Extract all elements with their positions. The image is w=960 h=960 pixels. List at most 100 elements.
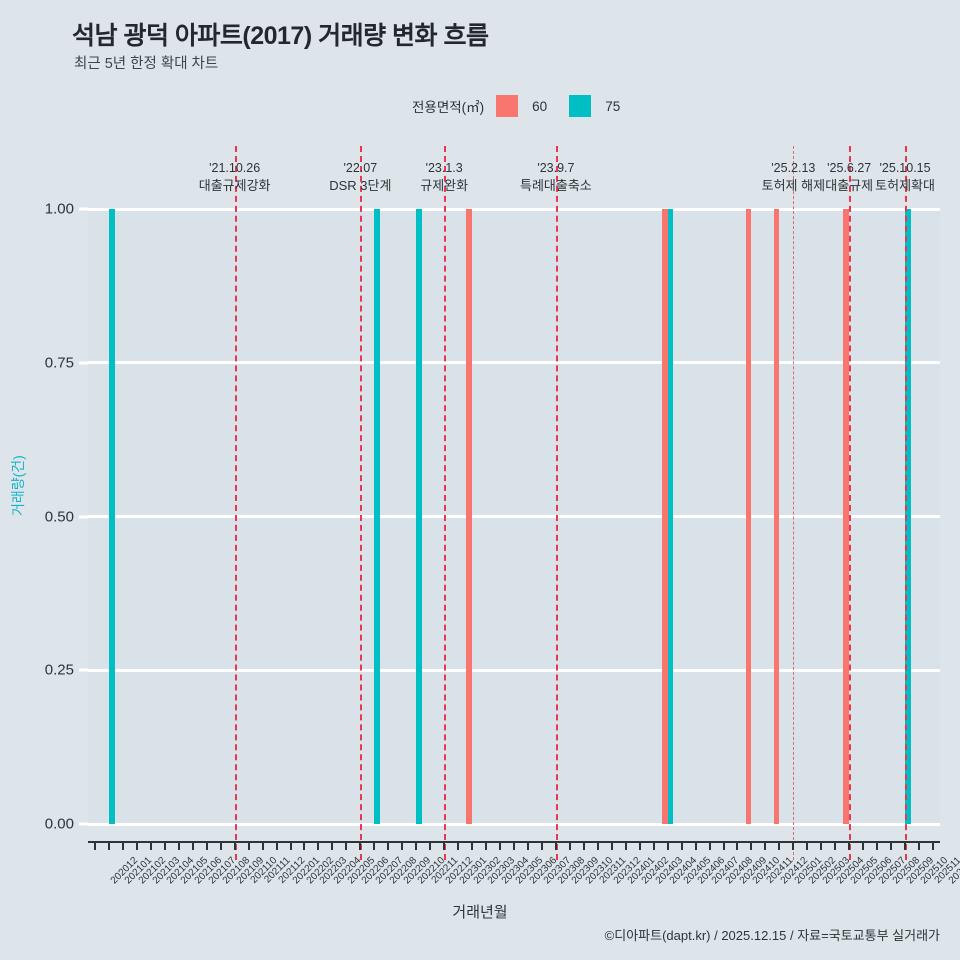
x-tick: [932, 841, 935, 850]
annotation-line-202110: [234, 146, 237, 860]
bar-75-202405[interactable]: [667, 209, 674, 824]
x-tick: [163, 841, 166, 850]
x-tick: [848, 841, 851, 850]
annotation-line-202309: [555, 146, 558, 860]
legend-swatch-60: [496, 95, 519, 117]
chart-subtitle: 최근 5년 한정 확대 차트: [74, 56, 219, 72]
gridline: [88, 361, 940, 365]
legend-label-60: 60: [532, 98, 548, 114]
x-tick: [205, 841, 208, 850]
legend-item-60[interactable]: 60: [496, 95, 547, 117]
annotation-line-202510: [905, 146, 908, 860]
annotation-202506: '25.6.27 대출규제: [825, 159, 873, 196]
bar-75-202211[interactable]: [416, 209, 423, 824]
x-tick: [568, 841, 571, 850]
x-tick: [93, 841, 96, 850]
x-tick: [862, 841, 865, 850]
bar-60-202405[interactable]: [661, 209, 668, 824]
annotation-line-202502: [793, 146, 795, 860]
annotation-202301: '23.1.3 규제완화: [420, 159, 468, 196]
annotation-date: '25.10.15: [879, 161, 931, 175]
x-tick: [596, 841, 599, 850]
y-tick-label: 0.75: [44, 354, 74, 372]
x-tick: [429, 841, 432, 850]
annotation-text: 대출규제: [825, 178, 874, 194]
x-tick: [261, 841, 264, 850]
bar-60-202411[interactable]: [745, 209, 752, 824]
x-tick: [890, 841, 893, 850]
x-tick: [303, 841, 306, 850]
page-title: 석남 광덕 아파트(2017) 거래량 변화 흐름: [72, 22, 489, 50]
x-tick: [624, 841, 627, 850]
x-tick: [750, 841, 753, 850]
x-tick: [149, 841, 152, 850]
x-tick: [121, 841, 124, 850]
x-tick: [513, 841, 515, 850]
annotation-line-202207: [360, 146, 363, 860]
bar-60-202506[interactable]: [843, 209, 850, 824]
annotation-202110: '21.10.26 대출규제강화: [199, 159, 271, 196]
x-tick: [485, 841, 488, 850]
x-tick: [540, 841, 543, 850]
x-tick: [736, 841, 739, 850]
footer-credit: ©디아파트(dapt.kr) / 2025.12.15 / 자료=국토교통부 실…: [604, 928, 940, 943]
y-tick: [79, 668, 88, 672]
legend-item-75[interactable]: 75: [569, 95, 620, 117]
x-tick: [820, 841, 823, 850]
x-tick: [554, 841, 557, 850]
x-tick: [345, 841, 348, 850]
annotation-date: '25.2.13: [771, 161, 816, 175]
y-tick-label: 0.00: [44, 815, 74, 833]
bar-75-202208[interactable]: [374, 209, 381, 824]
annotation-text: 토허제 해제: [761, 178, 826, 194]
x-tick: [499, 841, 502, 850]
x-tick: [219, 841, 222, 850]
annotation-202510: '25.10.15 토허제확대: [875, 159, 935, 196]
y-tick: [79, 515, 88, 518]
x-tick: [666, 841, 669, 850]
annotation-202502: '25.2.13 토허제 해제: [762, 159, 825, 196]
x-tick: [191, 841, 194, 850]
x-tick: [373, 841, 376, 850]
x-tick: [638, 841, 641, 850]
y-axis-title: 거래량(건): [10, 455, 26, 516]
y-tick-label: 0.50: [44, 508, 74, 525]
x-tick: [652, 841, 655, 850]
legend-title: 전용면적(㎡): [412, 100, 485, 115]
x-tick: [722, 841, 725, 850]
annotation-text: 대출규제강화: [198, 178, 271, 194]
x-tick: [526, 841, 529, 850]
x-tick: [708, 841, 711, 850]
x-tick: [387, 841, 390, 850]
annotation-text: 특례대출축소: [520, 178, 592, 194]
annotation-text: 토허제확대: [875, 178, 935, 194]
x-tick: [834, 841, 837, 850]
x-tick: [107, 841, 110, 850]
x-tick: [876, 841, 879, 850]
x-tick: [582, 841, 585, 850]
legend-swatch-75: [569, 95, 592, 117]
gridline: [88, 668, 940, 672]
x-axis-title: 거래년월: [452, 904, 508, 921]
x-tick: [359, 841, 362, 850]
x-tick: [275, 841, 278, 850]
gridline: [88, 207, 940, 211]
x-tick: [610, 841, 613, 850]
bar-60-202501[interactable]: [773, 209, 780, 824]
x-tick: [247, 841, 250, 850]
x-tick: [415, 841, 418, 850]
x-tick: [694, 841, 697, 850]
x-tick: [317, 841, 320, 850]
x-tick: [806, 841, 809, 850]
y-tick: [79, 822, 88, 826]
x-tick: [233, 841, 236, 850]
bar-60-202303[interactable]: [466, 209, 473, 824]
annotation-date: '23.9.7: [537, 161, 575, 175]
y-tick: [79, 207, 88, 211]
x-tick: [680, 841, 683, 850]
y-tick-label: 1.00: [44, 200, 74, 218]
bar-75-202510[interactable]: [905, 209, 911, 824]
x-tick: [457, 841, 460, 850]
annotation-date: '23.1.3: [425, 161, 463, 175]
bar-75-202101[interactable]: [108, 209, 115, 824]
